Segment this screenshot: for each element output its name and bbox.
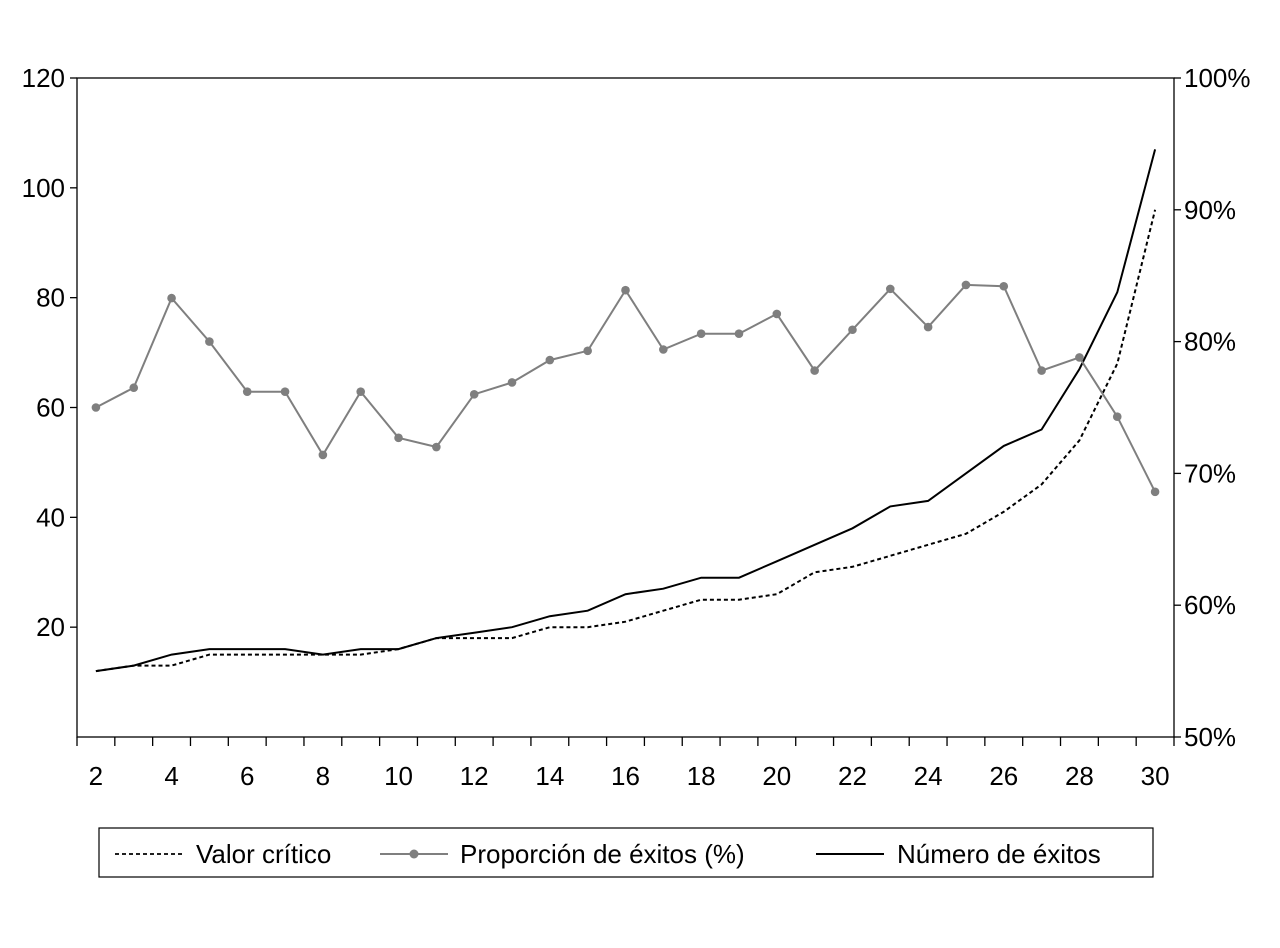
right-axis: 50% 60% 70% 80% 90% 100% [1174,63,1251,752]
x-tick-label: 26 [989,761,1018,791]
x-tick-label: 22 [838,761,867,791]
plot-frame [76,77,1175,738]
series-point [205,337,214,346]
series-point [1075,353,1084,362]
legend-frame [98,827,1154,878]
series-point [621,285,630,295]
series-line-0 [95,209,1157,673]
series-point [734,329,744,338]
x-tick-label: 10 [384,761,413,791]
series-point [394,433,403,443]
series-point [696,329,706,338]
x-tick-label: 2 [89,761,103,791]
series-point [1150,487,1160,497]
legend: Valor crítico Proporción de éxitos (%) N… [98,827,1154,878]
right-tick-label: 100% [1184,63,1251,93]
x-tick-label: 20 [762,761,791,791]
right-tick-label: 80% [1184,327,1236,357]
series-point [469,390,479,399]
x-tick-label: 14 [535,761,564,791]
series-point [545,355,555,365]
series-layer [91,149,1160,673]
series-point [810,366,819,375]
right-tick-label: 90% [1184,195,1236,225]
series-line-1 [95,283,1156,493]
series-point [1037,366,1046,375]
legend-label-numero: Número de éxitos [897,839,1101,869]
x-tick-label: 30 [1141,761,1170,791]
right-tick-label: 50% [1184,722,1236,752]
x-tick-label: 6 [240,761,254,791]
legend-label-valor-critico: Valor crítico [196,839,331,869]
series-point [772,309,782,319]
series-point [242,387,252,396]
series-point [1112,412,1122,422]
x-axis: 2 4 6 8 10 12 14 16 18 20 22 24 26 28 30 [76,737,1175,791]
left-axis: 20 40 60 80 100 120 [22,63,77,642]
series-point [885,284,895,294]
series-point [583,346,592,356]
series-point [356,387,366,396]
x-tick-label: 12 [460,761,489,791]
x-tick-label: 24 [914,761,943,791]
left-tick-label: 40 [36,502,65,532]
x-tick-label: 8 [316,761,330,791]
series-point [507,378,517,387]
x-tick-label: 28 [1065,761,1094,791]
series-point [923,322,933,332]
series-point [91,403,101,412]
series-point [167,293,176,303]
right-tick-label: 60% [1184,590,1236,620]
x-tick-label: 4 [164,761,178,791]
left-tick-label: 120 [22,63,65,93]
series-point [432,442,441,452]
x-tick-label: 16 [611,761,640,791]
series-point [848,325,857,335]
series-point [129,383,139,393]
left-tick-label: 100 [22,173,65,203]
left-tick-label: 20 [36,612,65,642]
right-tick-label: 70% [1184,458,1236,488]
series-point [999,281,1009,291]
left-tick-label: 80 [36,283,65,313]
legend-label-proporcion: Proporción de éxitos (%) [460,839,745,869]
left-tick-label: 60 [36,393,65,423]
series-point [280,387,290,396]
legend-marker-proporcion [409,849,419,859]
x-tick-label: 18 [687,761,716,791]
series-point [659,345,668,354]
series-line-2 [95,149,1157,673]
series-point [318,450,328,460]
series-point [961,280,971,290]
